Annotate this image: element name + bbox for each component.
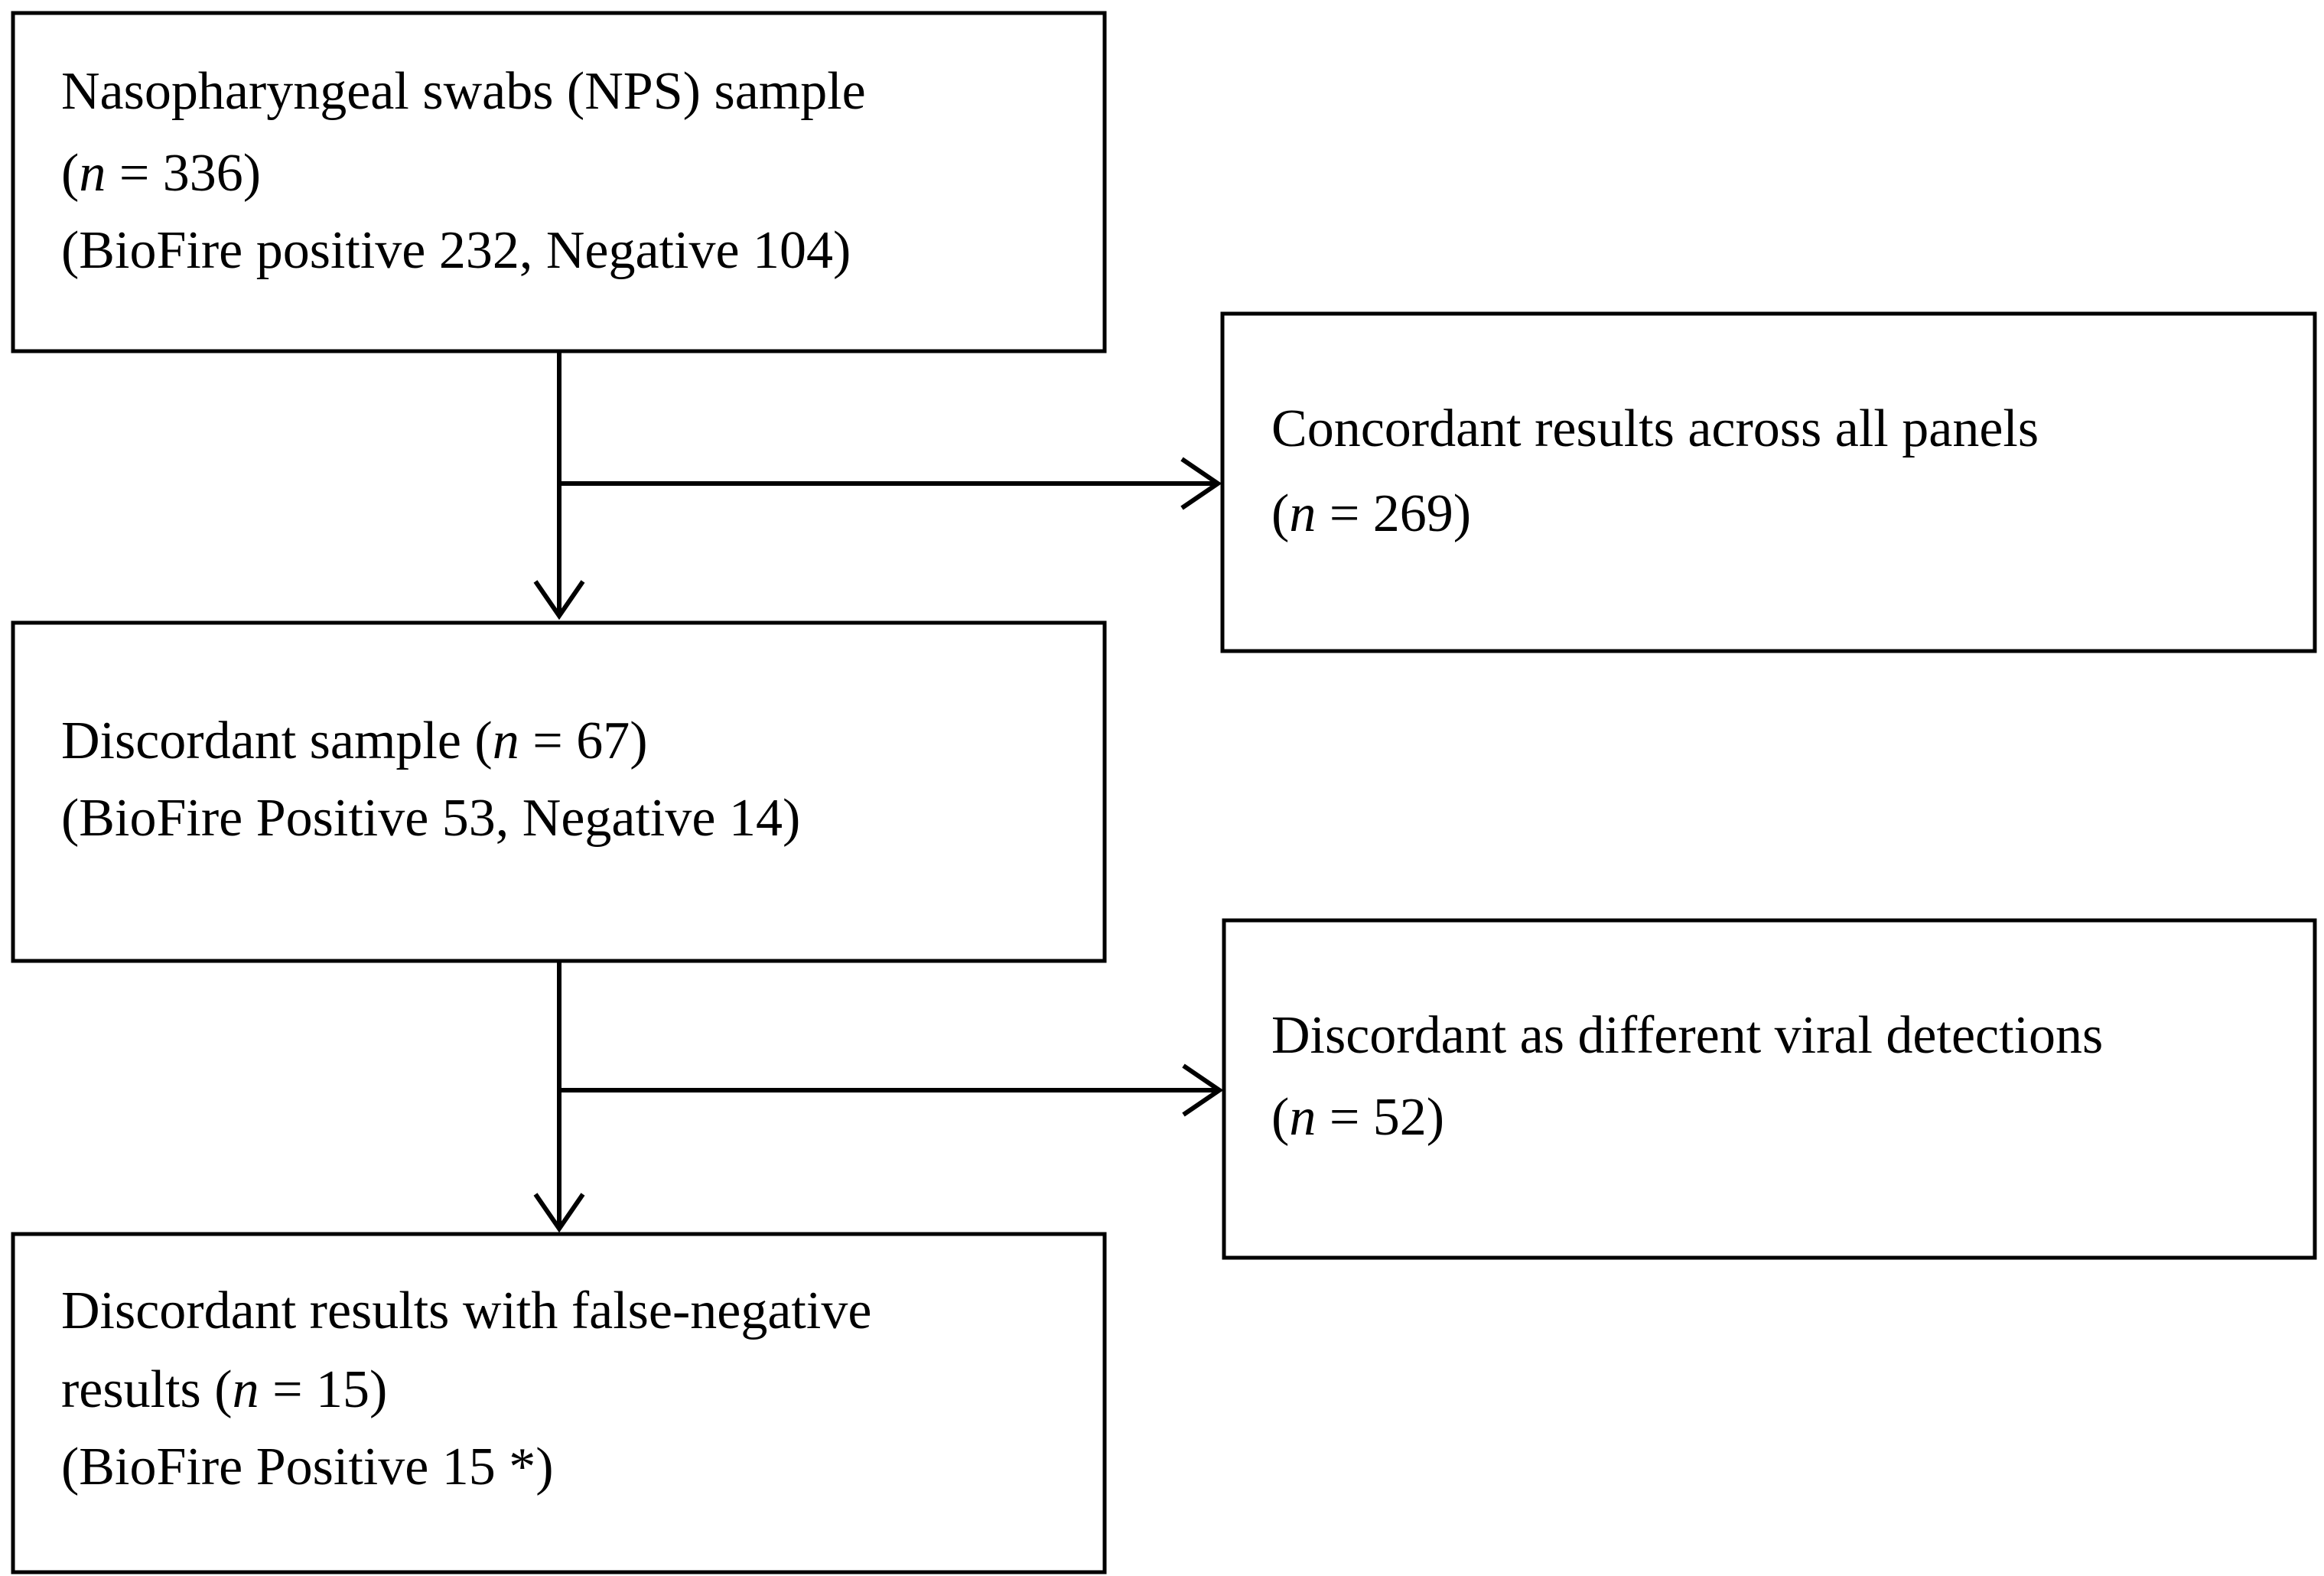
node-text: Discordant sample (n = 67)	[61, 711, 648, 770]
text-part: = 67)	[519, 711, 648, 770]
text-part: n	[233, 1360, 259, 1419]
node-text: (n = 269)	[1271, 484, 1471, 543]
node-text: results (n = 15)	[61, 1360, 387, 1419]
node-box	[11, 620, 1107, 963]
node-text: (n = 52)	[1271, 1088, 1444, 1147]
text-part: (	[61, 144, 79, 203]
text-part: = 15)	[259, 1360, 388, 1419]
text-part: n	[1289, 1088, 1316, 1147]
node-text: (n = 336)	[61, 144, 261, 203]
text-part: n	[1289, 484, 1316, 543]
node-text: (BioFire Positive 15 *)	[61, 1438, 554, 1496]
text-part: n	[79, 144, 106, 203]
node-text: (BioFire Positive 53, Negative 14)	[61, 789, 800, 848]
node-text: Discordant results with false-negative	[61, 1281, 871, 1340]
node-box	[1220, 311, 2317, 653]
node-box	[1222, 918, 2317, 1260]
text-part: n	[493, 711, 519, 770]
text-part: results (	[61, 1360, 233, 1419]
text-part: = 269)	[1316, 484, 1471, 543]
node-box	[11, 11, 1107, 353]
node-text: Discordant as different viral detections	[1271, 1006, 2103, 1065]
text-part: = 52)	[1316, 1088, 1444, 1147]
arrow	[533, 961, 585, 1233]
node-text: (BioFire positive 232, Negative 104)	[61, 221, 851, 280]
node-text: Concordant results across all panels	[1271, 399, 2039, 458]
node-box	[11, 1232, 1107, 1574]
text-part: = 336)	[106, 144, 261, 203]
text-part: (	[1271, 484, 1289, 543]
node-text: Nasopharyngeal swabs (NPS) sample	[61, 62, 866, 121]
text-part: Discordant sample (	[61, 711, 493, 770]
text-part: (	[1271, 1088, 1289, 1147]
arrow	[559, 1063, 1224, 1117]
arrow	[559, 457, 1222, 510]
